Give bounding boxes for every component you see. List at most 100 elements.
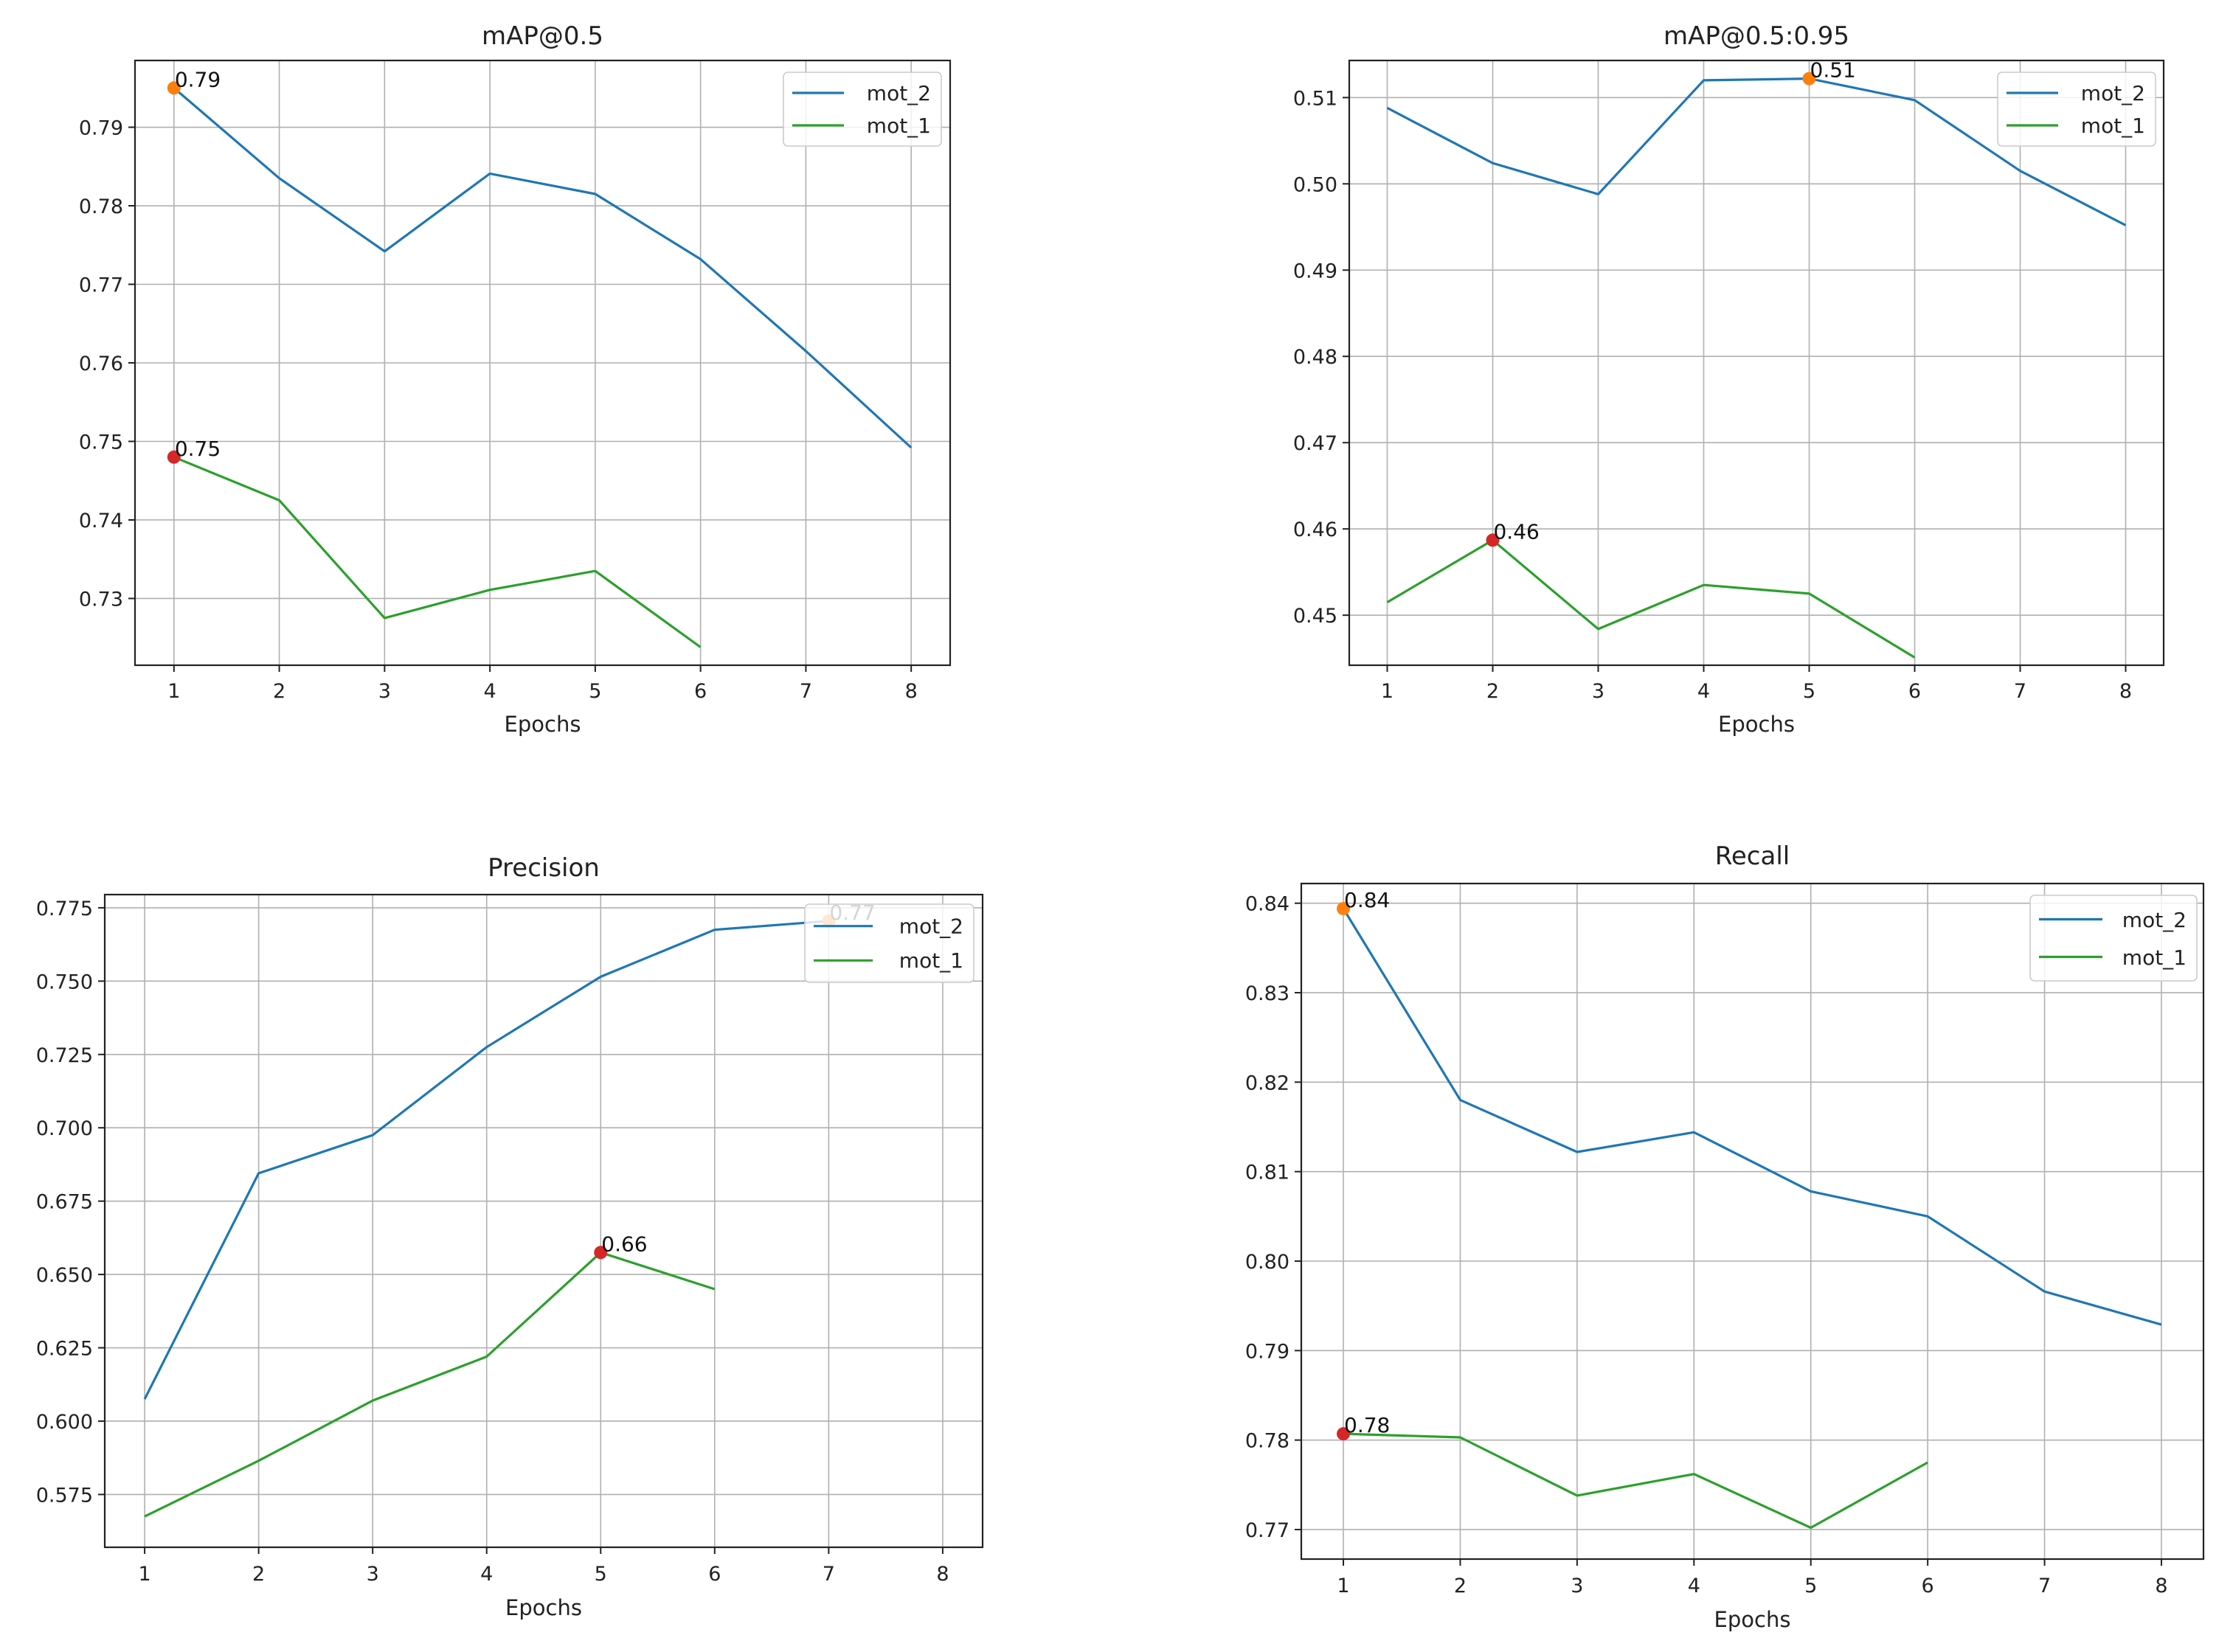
- x-tick-label: 5: [595, 1563, 607, 1586]
- y-tick-label: 0.76: [79, 353, 123, 375]
- x-tick-label: 2: [252, 1563, 265, 1586]
- x-tick-label: 7: [823, 1563, 835, 1586]
- y-tick-label: 0.46: [1293, 518, 1337, 541]
- y-tick-label: 0.78: [1245, 1430, 1289, 1453]
- max-marker-mot_2: [1337, 901, 1351, 915]
- x-tick-label: 7: [2038, 1575, 2051, 1597]
- x-tick-label: 4: [484, 680, 496, 703]
- x-tick-label: 6: [1922, 1575, 1934, 1597]
- x-tick-label: 1: [1337, 1575, 1349, 1597]
- legend-label-mot_1: mot_1: [2122, 945, 2187, 970]
- x-tick-label: 8: [2155, 1575, 2167, 1597]
- point-label-mot_2: 0.79: [175, 67, 221, 91]
- x-tick-label: 2: [1486, 680, 1499, 703]
- legend-label-mot_1: mot_1: [899, 948, 963, 973]
- y-tick-label: 0.775: [36, 898, 93, 920]
- x-tick-label: 1: [167, 680, 180, 703]
- legend-box: [1997, 72, 2156, 147]
- x-tick-label: 4: [1688, 1575, 1700, 1597]
- legend-box: [2029, 895, 2198, 982]
- y-tick-label: 0.575: [36, 1484, 93, 1507]
- x-tick-label: 4: [1697, 680, 1710, 703]
- y-tick-label: 0.625: [36, 1338, 93, 1361]
- legend-label-mot_2: mot_2: [899, 914, 963, 938]
- max-marker-mot_2: [1802, 72, 1816, 86]
- max-marker-mot_2: [167, 81, 181, 95]
- chart-title: mAP@0.5: [482, 21, 603, 51]
- y-tick-label: 0.74: [79, 510, 123, 532]
- y-tick-label: 0.49: [1293, 260, 1337, 282]
- x-axis-label: Epochs: [505, 1595, 582, 1620]
- chart-title: Precision: [488, 853, 600, 883]
- point-label-mot_2: 0.84: [1344, 888, 1390, 912]
- y-tick-label: 0.675: [36, 1191, 93, 1214]
- x-axis-label: Epochs: [505, 712, 581, 737]
- y-tick-label: 0.700: [36, 1117, 93, 1140]
- x-tick-label: 8: [2119, 680, 2132, 703]
- max-marker-mot_1: [594, 1246, 608, 1260]
- series-line-mot_1: [173, 456, 702, 648]
- x-tick-label: 1: [1381, 680, 1394, 703]
- y-tick-label: 0.50: [1293, 173, 1337, 196]
- y-tick-label: 0.84: [1245, 893, 1289, 916]
- chart-title: Recall: [1715, 841, 1790, 871]
- point-label-mot_1: 0.66: [601, 1232, 647, 1256]
- y-tick-label: 0.82: [1245, 1072, 1289, 1094]
- series-line-mot_1: [144, 1251, 716, 1518]
- y-tick-label: 0.81: [1245, 1162, 1289, 1184]
- legend-box: [783, 72, 942, 147]
- axes-frame: [1300, 882, 2205, 1561]
- axes-frame: [103, 893, 984, 1549]
- point-label-mot_1: 0.78: [1344, 1413, 1390, 1437]
- legend-label-mot_2: mot_2: [2081, 81, 2145, 105]
- chart-1: 1 2 3 4 5 6 7 8 0.73 0.74 0.75 0.76 0.77 0.78 0.79 mAP@…: [79, 21, 952, 737]
- y-tick-label: 0.80: [1245, 1251, 1289, 1274]
- x-tick-label: 5: [1803, 680, 1815, 703]
- chart-title: mAP@0.5:0.95: [1664, 21, 1849, 51]
- point-label-mot_1: 0.75: [175, 437, 221, 461]
- x-tick-label: 8: [905, 680, 918, 703]
- axes-frame: [1348, 59, 2165, 667]
- x-tick-label: 3: [1571, 1575, 1583, 1597]
- series-line-mot_1: [1343, 1432, 1928, 1530]
- series-line-mot_2: [1342, 908, 2162, 1326]
- point-label-mot_1: 0.46: [1493, 519, 1539, 544]
- y-tick-label: 0.51: [1293, 87, 1337, 110]
- legend-label-mot_2: mot_2: [867, 81, 931, 105]
- series-line-mot_2: [143, 920, 829, 1400]
- y-tick-label: 0.47: [1293, 432, 1337, 455]
- chart-4: 1 2 3 4 5 6 7 8 0.77 0.78 0.79 0.80 0.81 0.82 0.83 0.84…: [1245, 841, 2205, 1632]
- y-tick-label: 0.77: [1245, 1519, 1289, 1542]
- x-tick-label: 6: [694, 680, 707, 703]
- x-tick-label: 1: [138, 1563, 150, 1586]
- legend-label-mot_1: mot_1: [867, 114, 931, 138]
- x-axis-label: Epochs: [1718, 712, 1795, 737]
- y-tick-label: 0.77: [79, 274, 123, 297]
- chart-3: 1 2 3 4 5 6 7 8 0.575 0.600 0.625 0.650 0.675 0.700 0.…: [36, 853, 984, 1620]
- legend-label-mot_2: mot_2: [2122, 908, 2187, 932]
- y-tick-label: 0.73: [79, 588, 123, 611]
- x-tick-label: 6: [708, 1563, 721, 1586]
- series-line-mot_2: [1386, 77, 2127, 226]
- y-tick-label: 0.48: [1293, 346, 1337, 369]
- y-tick-label: 0.750: [36, 971, 93, 993]
- max-marker-mot_1: [1486, 533, 1500, 547]
- x-tick-label: 2: [1454, 1575, 1467, 1597]
- y-tick-label: 0.83: [1245, 982, 1289, 1005]
- max-marker-mot_1: [1337, 1427, 1351, 1441]
- y-tick-label: 0.650: [36, 1264, 93, 1287]
- x-tick-label: 7: [800, 680, 812, 703]
- x-tick-label: 6: [1908, 680, 1921, 703]
- point-label-mot_2: 0.51: [1810, 58, 1856, 83]
- legend-box: [804, 903, 974, 983]
- x-tick-label: 3: [1592, 680, 1604, 703]
- x-tick-label: 3: [367, 1563, 379, 1586]
- legend-label-mot_1: mot_1: [2081, 114, 2145, 138]
- series-line-mot_2: [173, 87, 913, 449]
- y-tick-label: 0.79: [79, 117, 123, 140]
- x-tick-label: 5: [1804, 1575, 1817, 1597]
- y-tick-label: 0.79: [1245, 1340, 1289, 1363]
- x-tick-label: 7: [2014, 680, 2026, 703]
- max-marker-mot_1: [167, 450, 181, 464]
